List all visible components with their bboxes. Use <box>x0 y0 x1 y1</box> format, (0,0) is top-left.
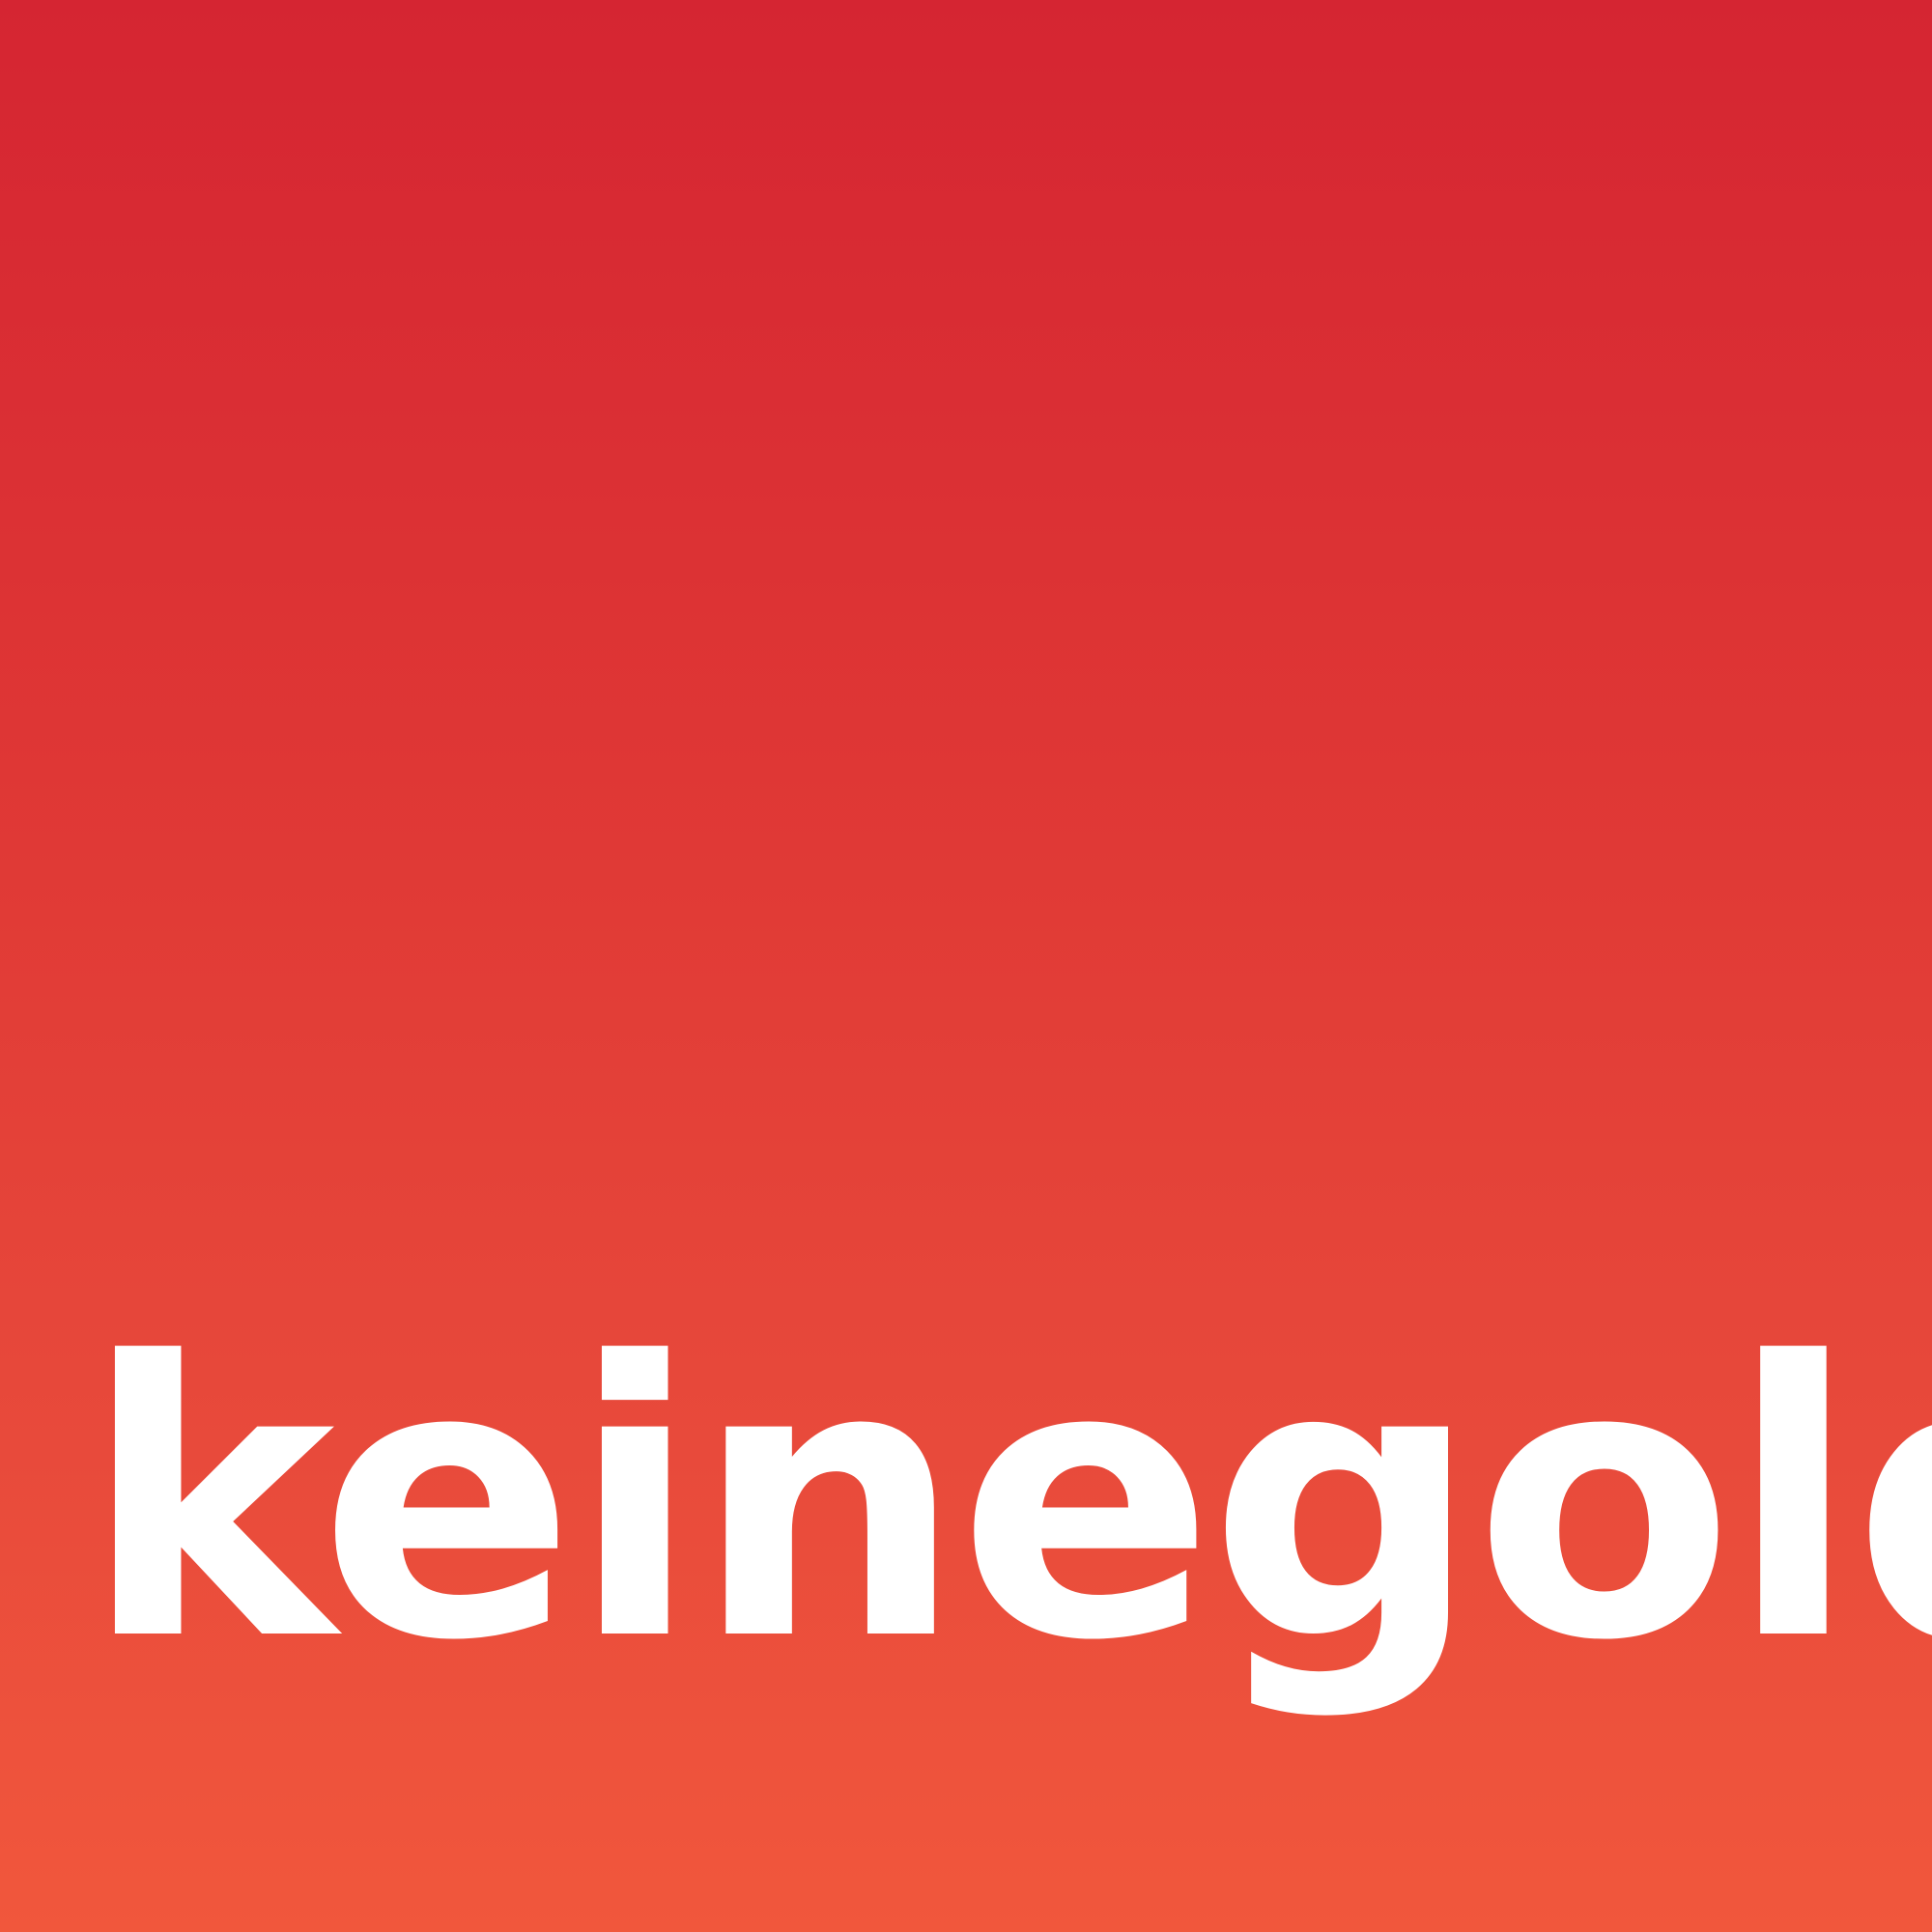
brand-wordmark: keinegold <box>83 1283 1932 1723</box>
